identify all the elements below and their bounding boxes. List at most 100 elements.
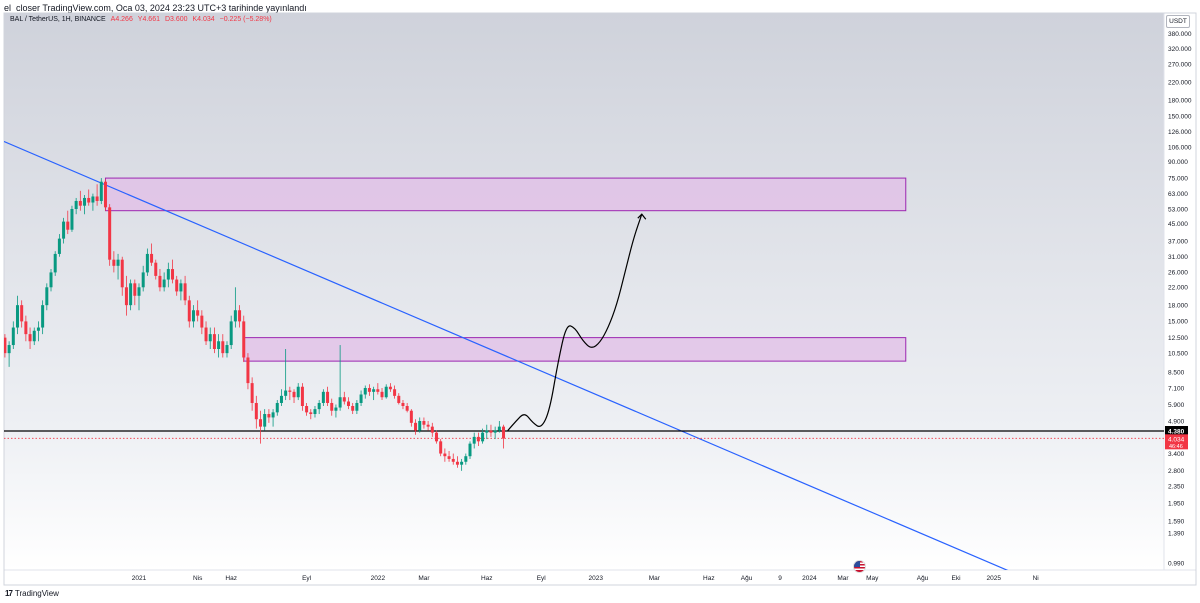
- symbol-name: BAL / TetherUS, 1H, BINANCE: [10, 16, 106, 23]
- price-tick-label: 7.100: [1168, 385, 1185, 392]
- candle-body: [41, 305, 45, 328]
- candle-body: [70, 209, 74, 230]
- candle-body: [434, 432, 438, 442]
- candle-body: [204, 327, 208, 342]
- candle-body: [284, 390, 288, 396]
- price-tick-label: 270.000: [1168, 61, 1192, 68]
- candle-body: [263, 414, 267, 427]
- price-tick-label: 75.000: [1168, 175, 1188, 182]
- candle-body: [338, 397, 342, 408]
- candle-body: [154, 262, 158, 276]
- candle-body: [116, 259, 120, 266]
- time-tick-label: Haz: [703, 575, 715, 582]
- candle-body: [4, 337, 7, 354]
- candle-body: [267, 414, 271, 418]
- candle-body: [225, 345, 229, 354]
- price-tick-label: 22.000: [1168, 285, 1188, 292]
- level-badge: [1165, 426, 1188, 435]
- candle-body: [83, 197, 87, 206]
- downtrend-line[interactable]: [0, 86, 1023, 577]
- price-axis[interactable]: 380.000 320.000 270.000 220.000 180.000 150.0…: [1168, 31, 1192, 568]
- time-tick-label: Haz: [225, 575, 237, 582]
- candle-body: [426, 424, 430, 427]
- candle-body: [162, 279, 166, 288]
- candle-body: [141, 272, 145, 288]
- price-tick-label: 220.000: [1168, 80, 1192, 87]
- candle-body: [103, 181, 107, 208]
- time-tick-label: Haz: [481, 575, 493, 582]
- candle-body: [133, 283, 137, 296]
- price-tick-label: 12.500: [1168, 335, 1188, 342]
- last-price-text: 4.034: [1168, 436, 1185, 443]
- candle-body: [300, 386, 304, 406]
- brand-name: TradingView: [14, 589, 59, 598]
- time-axis[interactable]: Eyl2021NisHazEyl2022MarHazEyl2023MarHazA…: [0, 575, 1039, 582]
- candle-body: [45, 287, 49, 306]
- candle-body: [129, 283, 133, 306]
- candle-body: [288, 390, 292, 392]
- candle-body: [191, 310, 195, 322]
- price-tick-label: 380.000: [1168, 31, 1192, 38]
- price-tick-label: 26.000: [1168, 270, 1188, 277]
- candle-body: [305, 405, 309, 413]
- price-tick-label: 5.900: [1168, 402, 1185, 409]
- candle-body: [233, 310, 237, 322]
- price-tick-label: 1.950: [1168, 500, 1185, 507]
- candle-body: [32, 330, 36, 342]
- candle-body: [422, 421, 426, 425]
- candle-body: [95, 196, 99, 201]
- price-tick-label: 10.500: [1168, 350, 1188, 357]
- candle-body: [62, 221, 66, 239]
- time-tick-label: Eki: [952, 575, 961, 582]
- candle-body: [372, 389, 376, 392]
- candle-body: [309, 412, 313, 415]
- time-tick-label: Ağu: [917, 575, 929, 582]
- candle-body: [481, 432, 485, 442]
- candle-body: [36, 327, 40, 331]
- candle-body: [120, 259, 124, 288]
- candle-body: [485, 430, 489, 433]
- candle-body: [150, 253, 154, 263]
- candle-body: [112, 259, 116, 266]
- price-tick-label: 1.590: [1168, 519, 1185, 526]
- price-tick-label: 63.000: [1168, 191, 1188, 198]
- time-tick-label: Eyl: [537, 575, 547, 582]
- candle-body: [414, 422, 418, 431]
- candle-body: [208, 334, 212, 342]
- candle-body: [212, 334, 216, 350]
- projection-path[interactable]: [507, 213, 643, 431]
- candle-body: [7, 345, 11, 354]
- price-tick-label: 18.000: [1168, 302, 1188, 309]
- us-flag-icon[interactable]: [853, 560, 866, 573]
- candle-body: [447, 456, 451, 459]
- candle-body: [493, 430, 497, 433]
- candle-body: [145, 253, 149, 273]
- candle-body: [334, 407, 338, 411]
- price-tick-label: 90.000: [1168, 159, 1188, 166]
- time-tick-label: Ni: [1033, 575, 1039, 582]
- candle-body: [502, 426, 506, 439]
- candle-body: [430, 426, 434, 433]
- time-tick-label: May: [866, 575, 879, 582]
- price-tick-label: 3.400: [1168, 451, 1185, 458]
- time-tick-label: 2021: [132, 575, 147, 582]
- time-tick-label: Nis: [193, 575, 203, 582]
- price-tick-label: 2.800: [1168, 468, 1185, 475]
- candle-body: [196, 310, 200, 316]
- price-tick-label: 180.000: [1168, 97, 1192, 104]
- symbol-legend[interactable]: BAL / TetherUS, 1H, BINANCE A4.266 Y4.66…: [10, 16, 272, 23]
- candle-body: [175, 279, 179, 292]
- time-tick-label: Eyl: [302, 575, 312, 582]
- open-value: A4.266: [110, 16, 133, 23]
- currency-unit-button[interactable]: USDT: [1166, 15, 1190, 28]
- time-tick-label: 9: [778, 575, 782, 582]
- low-value: D3.600: [164, 16, 188, 23]
- supply-zone-2[interactable]: [243, 337, 907, 362]
- price-tick-label: 106.000: [1168, 145, 1192, 152]
- candle-body: [74, 200, 78, 209]
- price-tick-label: 8.500: [1168, 369, 1185, 376]
- supply-zone-1[interactable]: [104, 177, 907, 212]
- candle-body: [376, 389, 380, 392]
- candle-body: [464, 456, 468, 462]
